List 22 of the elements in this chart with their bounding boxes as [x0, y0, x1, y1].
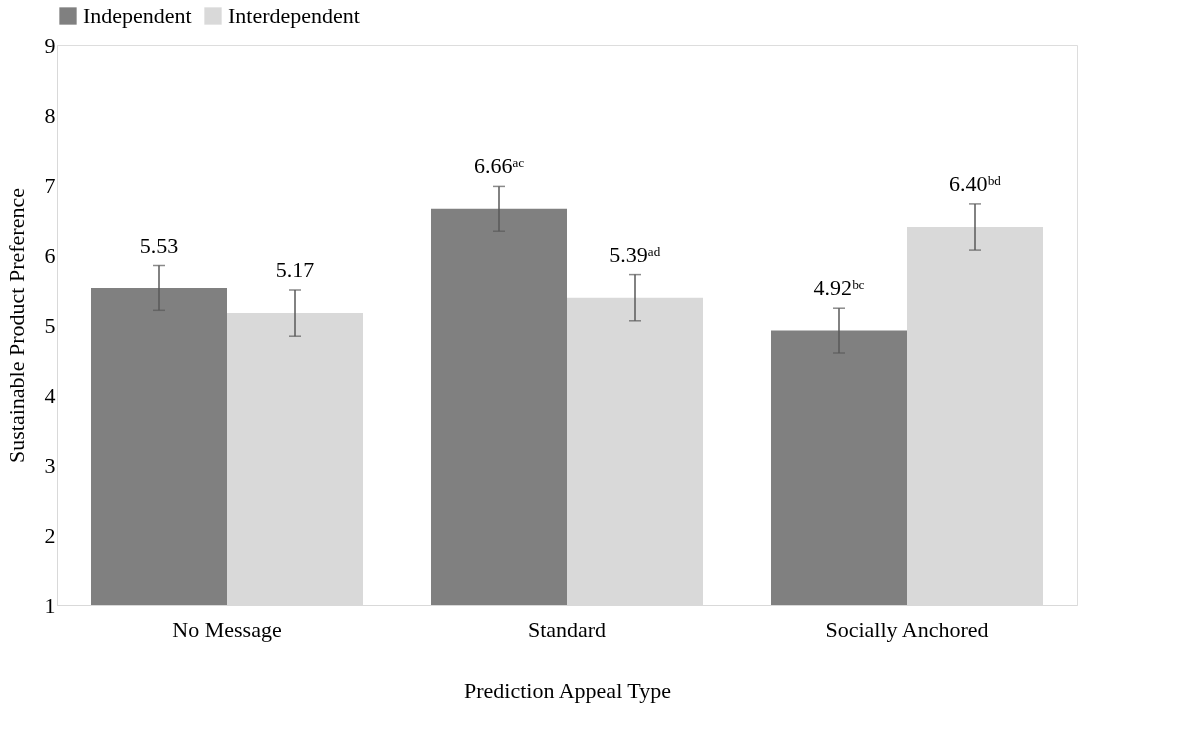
y-tick-label: 9 [44, 32, 56, 58]
data-label: 5.53 [139, 232, 179, 258]
data-label: 6.40ᵇᵈ [948, 170, 1002, 196]
y-tick-label: 4 [44, 382, 56, 408]
y-tick-label: 2 [44, 522, 56, 548]
data-label: 5.17 [275, 257, 315, 282]
data-label: 4.92ᵇᶜ [813, 275, 865, 301]
y-tick-label: 8 [44, 102, 56, 128]
x-tick-label: No Message [172, 616, 282, 642]
y-tick-label: 5 [44, 312, 56, 338]
legend-label: Independent [83, 3, 192, 28]
y-tick-label: 3 [44, 452, 56, 478]
x-axis-title: Prediction Appeal Type [463, 677, 672, 703]
y-axis-title: Sustainable Product Preference [3, 188, 29, 463]
y-tick-label: 1 [44, 592, 56, 618]
y-tick-label: 7 [44, 172, 56, 198]
data-label: 6.66ᵃᶜ [473, 153, 525, 179]
x-tick-label: Standard [527, 616, 607, 642]
y-tick-label: 6 [44, 242, 56, 268]
data-label: 5.39ᵃᵈ [609, 241, 661, 267]
x-tick-label: Socially Anchored [825, 616, 989, 642]
legend-label: Interdependent [228, 3, 360, 28]
